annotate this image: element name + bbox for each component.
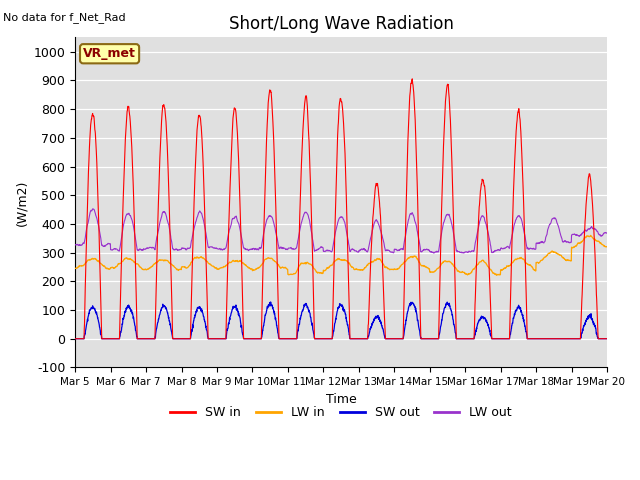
Legend: SW in, LW in, SW out, LW out: SW in, LW in, SW out, LW out bbox=[165, 401, 517, 424]
Text: VR_met: VR_met bbox=[83, 47, 136, 60]
X-axis label: Time: Time bbox=[326, 393, 356, 406]
Title: Short/Long Wave Radiation: Short/Long Wave Radiation bbox=[228, 15, 454, 33]
Y-axis label: (W/m2): (W/m2) bbox=[15, 179, 28, 226]
Text: No data for f_Net_Rad: No data for f_Net_Rad bbox=[3, 12, 126, 23]
